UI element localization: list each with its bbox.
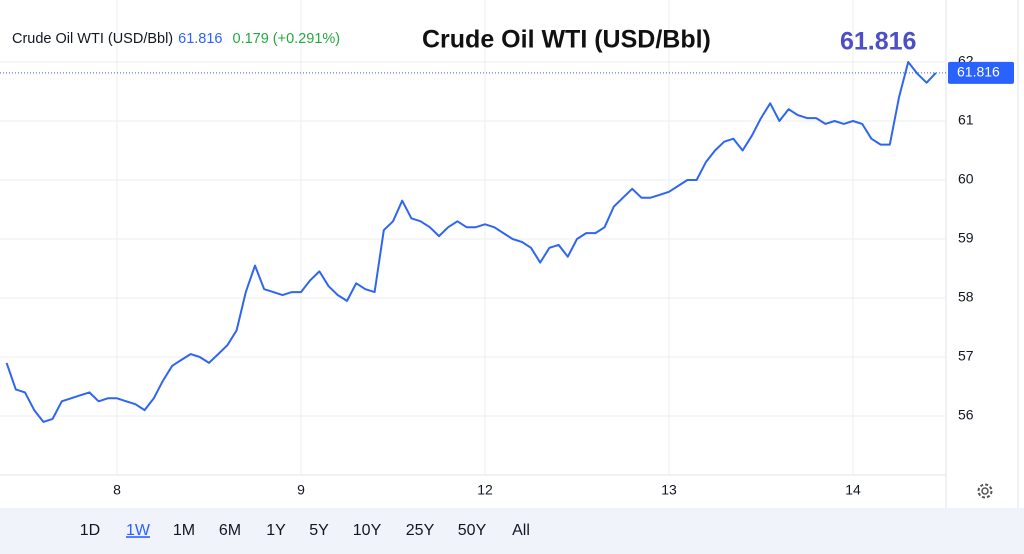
y-tick-label: 57 bbox=[958, 348, 974, 364]
range-button[interactable]: 1M bbox=[173, 522, 195, 539]
legend: Crude Oil WTI (USD/Bbl) 61.816 0.179 (+0.29… bbox=[12, 31, 340, 47]
range-button[interactable]: 1Y bbox=[266, 522, 286, 539]
price-label-bg bbox=[948, 61, 1014, 84]
range-button[interactable]: 10Y bbox=[353, 522, 382, 539]
y-tick-label: 59 bbox=[958, 230, 974, 246]
range-button[interactable]: 6M bbox=[219, 522, 241, 539]
big-price: 61.816 bbox=[840, 28, 916, 56]
legend-price: 61.816 bbox=[178, 31, 222, 47]
y-tick-label: 56 bbox=[958, 407, 974, 423]
settings-icon[interactable] bbox=[977, 483, 993, 499]
x-tick-label: 8 bbox=[113, 482, 121, 498]
range-button[interactable]: All bbox=[512, 522, 530, 539]
range-button[interactable]: 25Y bbox=[406, 522, 435, 539]
y-tick-label: 58 bbox=[958, 289, 974, 305]
y-tick-label: 61 bbox=[958, 112, 974, 128]
price-line bbox=[5, 61, 937, 423]
range-button[interactable]: 1D bbox=[80, 522, 100, 539]
plot: 61.816 bbox=[0, 61, 1014, 423]
x-tick-label: 14 bbox=[845, 482, 861, 498]
legend-change-pct: (+0.291%) bbox=[273, 31, 340, 47]
chart-title: Crude Oil WTI (USD/Bbl) bbox=[422, 26, 711, 54]
y-tick-label: 60 bbox=[958, 171, 974, 187]
range-button[interactable]: 50Y bbox=[458, 522, 487, 539]
legend-title: Crude Oil WTI (USD/Bbl) bbox=[12, 31, 173, 47]
x-tick-label: 9 bbox=[297, 482, 305, 498]
range-button[interactable]: 1W bbox=[126, 522, 151, 539]
x-tick-label: 13 bbox=[661, 482, 677, 498]
price-label: 61.816 bbox=[957, 64, 1000, 80]
range-buttons: 1D 1W 1M 6M 1Y 5Y 10Y 25Y 50Y All bbox=[80, 522, 530, 539]
range-bar bbox=[0, 508, 1024, 554]
range-button[interactable]: 5Y bbox=[309, 522, 329, 539]
legend-change: 0.179 bbox=[233, 31, 269, 47]
x-tick-label: 12 bbox=[477, 482, 493, 498]
